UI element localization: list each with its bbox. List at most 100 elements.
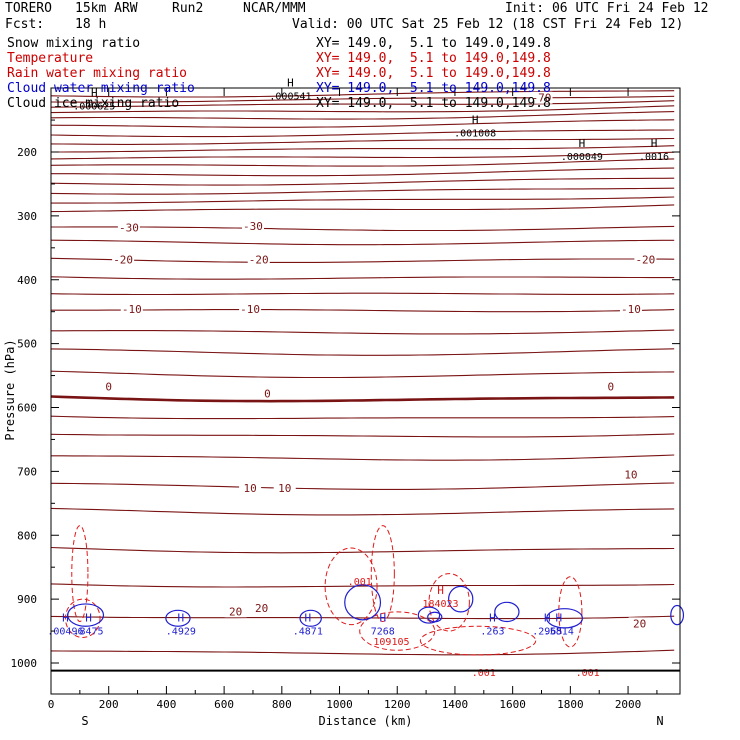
legend-rain-label: Rain water mixing ratio	[7, 66, 188, 81]
extremum-marker: H	[85, 612, 92, 625]
valid-time: Valid: 00 UTC Sat 25 Feb 12 (18 CST Fri …	[292, 17, 684, 32]
isotherm-label-bg	[224, 605, 247, 618]
extremum-value: 109105	[373, 637, 409, 648]
isotherm-line	[50, 649, 675, 656]
isotherm-line	[50, 177, 675, 186]
isotherm-label-bg	[239, 303, 262, 316]
isotherm-line	[50, 583, 675, 588]
isotherm-label-bg	[273, 481, 296, 494]
isotherm-line	[50, 158, 675, 167]
south-endpoint-label: S	[81, 714, 88, 728]
isotherm-line	[50, 415, 675, 420]
forecast-hour: 18 h	[75, 17, 107, 32]
isotherm-label-bg	[619, 468, 642, 481]
extremum-value: .2965	[532, 627, 562, 638]
x-tick-label: 0	[48, 698, 55, 711]
isotherm-line	[50, 482, 675, 490]
extremum-value: .8475	[73, 627, 103, 638]
isotherm-line	[50, 119, 675, 128]
extremum-value: .000049	[561, 152, 603, 163]
axes-layer: 0 200 400 600 800 1000 1200 1400 1600 1800 2000200…	[3, 87, 681, 728]
isotherm-line	[50, 370, 675, 379]
extremum-marker: H	[287, 76, 294, 89]
isotherm-label-bg	[117, 221, 140, 234]
isotherm-line	[51, 454, 675, 461]
isotherm-label-bg	[634, 253, 657, 266]
x-tick-label: 1600	[499, 698, 526, 711]
extremum-marker: H	[472, 113, 479, 126]
legend-cloud-water-label: Cloud water mixing ratio	[7, 81, 195, 96]
isotherm-label-bg	[619, 303, 642, 316]
y-axis-title: Pressure (hPa)	[3, 339, 17, 440]
cloud-water-contour	[494, 601, 520, 623]
model-name: TORERO	[5, 1, 52, 16]
isotherm-label: -10	[122, 303, 142, 316]
extremum-marker: H	[91, 87, 98, 100]
x-tick-label: 1200	[384, 698, 411, 711]
rain-contour	[71, 525, 89, 622]
extremum-value: .4929	[166, 627, 196, 638]
legend-temperature-xy: XY= 149.0, 5.1 to 149.0,149.8	[316, 51, 551, 66]
plot-frame	[50, 87, 681, 695]
isotherm-line	[50, 151, 675, 160]
extremum-marker: H	[379, 612, 386, 625]
isotherm-line	[51, 196, 675, 204]
contour-label-layer: -70 -30 -30 -20 -20 -20 -10 -10 -10 0 0 0 10 10 10 20 20…	[97, 91, 657, 630]
isotherm-line	[50, 292, 675, 296]
extremum-marker: H	[579, 137, 586, 150]
isotherm-label-bg	[241, 220, 264, 233]
x-tick-label: 200	[99, 698, 119, 711]
extremum-value: .001	[576, 668, 600, 679]
isotherm-line	[50, 105, 675, 114]
y-tick-label: 200	[17, 146, 37, 159]
x-tick-label: 600	[214, 698, 234, 711]
legend-cloud-water-xy: XY= 149.0, 5.1 to 149.0,149.8	[316, 81, 551, 96]
model-resolution: 15km ARW	[75, 1, 138, 16]
cloud-water-contour-layer	[67, 584, 685, 629]
rain-contour	[370, 525, 395, 622]
isotherm-line	[50, 129, 675, 138]
isotherm-line	[50, 433, 675, 438]
cloud-water-contour	[299, 609, 322, 627]
isotherm-line	[50, 204, 675, 213]
extremum-value: 184023	[422, 599, 458, 610]
isotherm-label-bg	[97, 380, 120, 393]
extrema-layer: H .000625 H .000541 H .001008 H .000049 H .0016 H.…	[47, 76, 669, 679]
isotherm-label-bg	[256, 387, 279, 400]
isotherm-line	[50, 507, 675, 516]
extremum-value: .000541	[269, 91, 311, 102]
y-tick-label: 500	[17, 338, 37, 351]
isotherm-line	[50, 239, 675, 246]
extremum-marker: H	[489, 612, 496, 625]
isotherm-label: 10	[278, 482, 291, 495]
y-tick-label: 900	[17, 593, 37, 606]
cloud-water-contour	[427, 611, 443, 623]
cloud-water-contour	[670, 604, 685, 626]
extremum-marker: H	[437, 584, 444, 597]
y-tick-label: 800	[17, 529, 37, 542]
legend-cloud-ice-label: Cloud ice mixing ratio	[7, 96, 180, 111]
rain-contour	[428, 573, 470, 632]
isotherm-line	[50, 95, 675, 103]
isotherm-label-bg	[599, 380, 622, 393]
rain-contour	[64, 598, 101, 638]
isotherm-label: 0	[105, 380, 112, 393]
extremum-value: 7268	[371, 627, 395, 638]
y-tick-label: 400	[17, 274, 37, 287]
extremum-value: .001008	[454, 128, 496, 139]
rain-contour	[324, 547, 378, 626]
extremum-marker: H	[556, 612, 563, 625]
isotherm-label-bg	[250, 602, 273, 615]
extremum-value: .0016	[639, 152, 669, 163]
x-tick-label: 1000	[326, 698, 353, 711]
isotherm-label: -10	[621, 303, 641, 316]
y-tick-label: 300	[17, 210, 37, 223]
x-tick-label: 1800	[557, 698, 584, 711]
isotherm-line	[51, 145, 675, 153]
isotherm-label: 20	[229, 605, 242, 618]
extremum-marker: H	[651, 137, 658, 150]
isotherm-label-bg	[239, 481, 262, 494]
rain-contour	[359, 611, 436, 651]
extremum-value: .001	[472, 668, 496, 679]
forecast-label: Fcst:	[5, 17, 45, 32]
